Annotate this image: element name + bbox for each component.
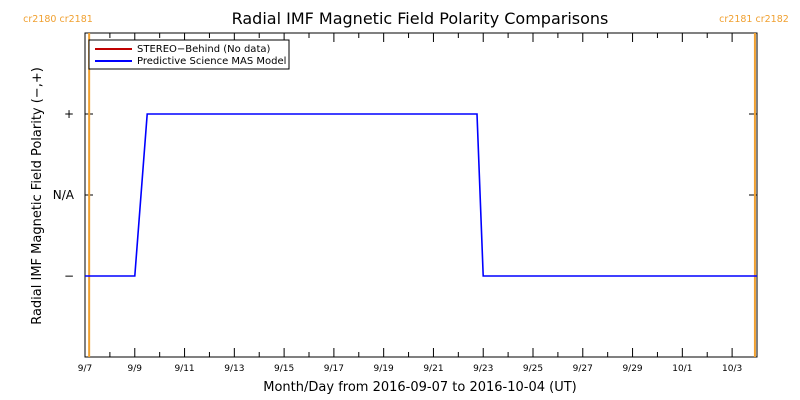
plot-frame	[84, 32, 758, 358]
x-tick-label: 9/27	[573, 364, 593, 374]
legend-label-mas-model: Predictive Science MAS Model	[137, 56, 286, 67]
x-tick-label: 9/29	[622, 364, 642, 374]
x-tick-label: 9/19	[374, 364, 394, 374]
series-line-mas-model	[85, 113, 757, 277]
x-tick-label: 9/17	[324, 364, 344, 374]
legend-label-stereo: STEREO−Behind (No data)	[137, 44, 270, 55]
x-tick-label: 9/7	[78, 364, 92, 374]
y-axis-label: Radial IMF Magnetic Field Polarity (−,+)	[30, 67, 45, 325]
x-tick-label: 9/9	[128, 364, 143, 374]
chart-title: Radial IMF Magnetic Field Polarity Compa…	[232, 9, 609, 28]
x-tick-label: 9/15	[274, 364, 294, 374]
plot-area: 9/7 9/9 9/11 9/13 9/15 9/17 9/19 9/21 9/23 9/25 9/…	[53, 32, 758, 374]
x-tick-label: 9/25	[523, 364, 543, 374]
y-tick-label: +	[64, 107, 74, 121]
x-axis-label: Month/Day from 2016-09-07 to 2016-10-04 …	[263, 380, 576, 395]
x-tick-label: 9/11	[174, 364, 194, 374]
rotation-markers: cr2180 cr2181 cr2181 cr2182	[23, 14, 789, 357]
legend: STEREO−Behind (No data) Predictive Scien…	[88, 39, 290, 70]
x-tick-label: 9/23	[473, 364, 493, 374]
rotation-marker-label: cr2181 cr2182	[719, 14, 789, 25]
legend-box	[88, 39, 290, 70]
y-tick-label: N/A	[53, 188, 75, 202]
x-tick-label: 10/3	[722, 364, 742, 374]
x-tick-label: 9/21	[423, 364, 443, 374]
x-tick-label: 9/13	[224, 364, 244, 374]
y-tick-label: −	[64, 269, 74, 283]
series-lines	[85, 113, 757, 277]
rotation-marker-label: cr2180 cr2181	[23, 14, 93, 25]
x-tick-label: 10/1	[672, 364, 692, 374]
